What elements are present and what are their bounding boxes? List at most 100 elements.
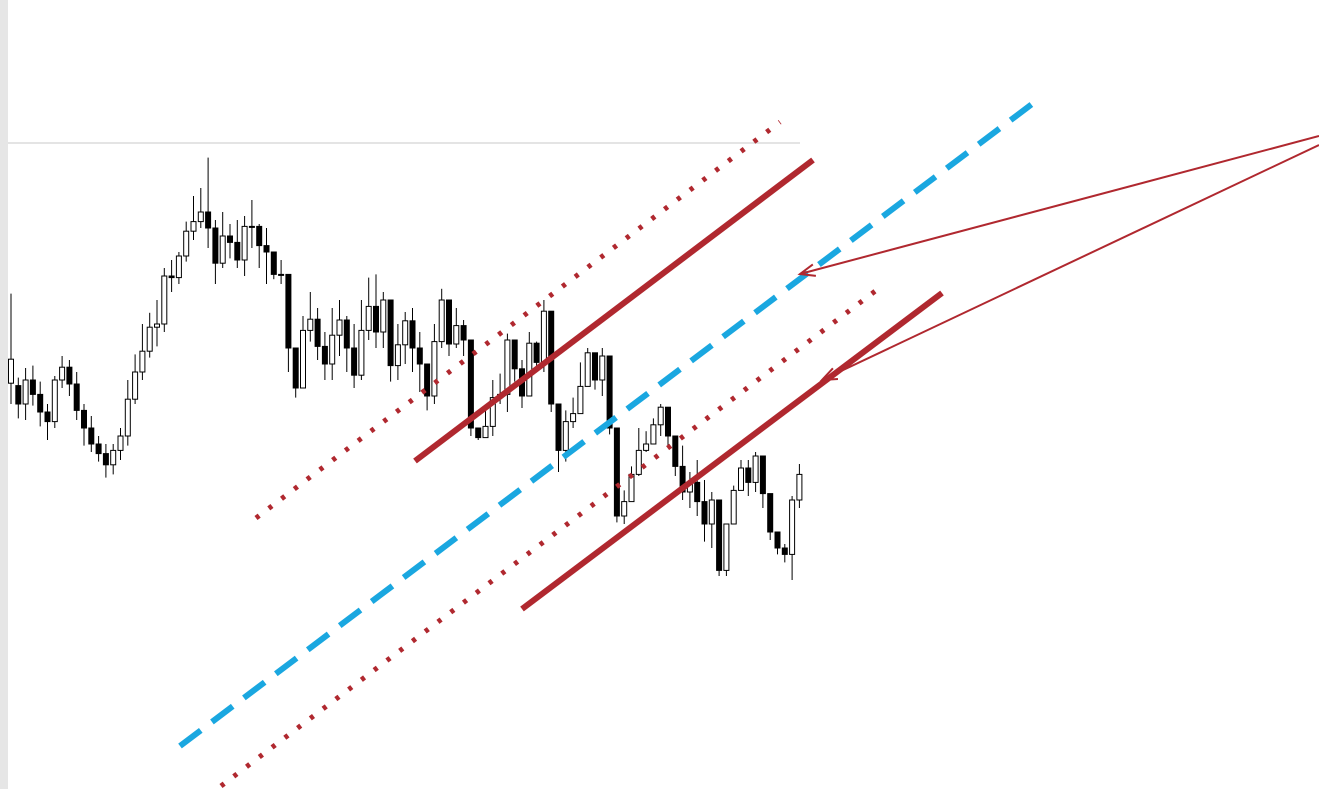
candle-body-down <box>424 363 431 397</box>
candle-body-up <box>132 371 139 400</box>
candle-body-down <box>234 241 241 261</box>
candle-body-down <box>263 245 270 253</box>
candle-body-down <box>767 493 774 533</box>
candle-body-up <box>708 499 715 525</box>
candle-body-up <box>197 211 204 223</box>
candle-body-down <box>29 379 36 395</box>
candle-body-up <box>358 329 365 376</box>
candle-body-down <box>701 501 708 525</box>
candle-body-down <box>88 427 95 445</box>
candle-body-down <box>446 299 452 345</box>
candle-body-down <box>745 467 752 483</box>
candle-body-down <box>351 347 358 376</box>
candle-body-up <box>51 379 58 423</box>
candle-body-up <box>241 225 248 261</box>
candle-body-up <box>584 352 591 387</box>
candle-body-up <box>635 449 642 475</box>
candle-body-down <box>694 481 701 503</box>
left-panel-strip <box>0 0 8 789</box>
candle-body-down <box>592 352 598 381</box>
candle-body-down <box>774 531 781 549</box>
pointer-arrow-lower <box>821 144 1319 381</box>
candle-body-down <box>555 403 562 451</box>
candle-body-up <box>789 499 796 555</box>
candle-body-down <box>102 453 109 466</box>
candle-body-down <box>781 547 788 555</box>
candle-body-up <box>562 421 569 451</box>
candle-body-up <box>402 320 409 346</box>
candle-body-up <box>365 305 372 331</box>
candle-body-down <box>533 342 540 363</box>
candle-body-up <box>489 397 496 427</box>
candle-body-up <box>307 318 314 331</box>
candle-body-down <box>37 393 44 413</box>
candle-body-down <box>227 235 233 243</box>
candle-body-down <box>759 455 766 495</box>
candle-body-down <box>467 339 474 429</box>
candle-body-down <box>15 385 22 405</box>
candle-body-up <box>657 406 664 426</box>
candle-body-up <box>650 424 657 445</box>
candle-body-down <box>73 383 80 411</box>
candle-body-up <box>329 334 336 365</box>
upper-dotted-line <box>254 120 782 520</box>
candle-body-up <box>278 273 285 276</box>
candle-body-up <box>154 323 160 328</box>
candle-body-up <box>336 319 343 336</box>
candle-body-up <box>22 379 29 405</box>
candle-body-down <box>212 227 219 264</box>
candle-body-up <box>8 358 14 384</box>
drawings-layer <box>178 95 1319 788</box>
pointer-arrow-lower-head <box>819 367 839 382</box>
upper-channel-line <box>413 157 815 464</box>
lower-channel-line <box>520 290 944 612</box>
candle-body-down <box>716 499 723 571</box>
candle-body-up <box>110 449 117 466</box>
candle-body-down <box>387 299 394 367</box>
candle-body-down <box>679 465 686 493</box>
candle-body-down <box>205 211 212 229</box>
candle-body-up <box>752 455 759 483</box>
candle-body-up <box>482 425 489 439</box>
candle-body-down <box>168 275 175 279</box>
candle-body-down <box>460 325 467 341</box>
candle-body-down <box>66 366 73 385</box>
candle-body-up <box>643 443 650 451</box>
candle-body-down <box>81 409 87 429</box>
candle-body-down <box>613 427 620 517</box>
candle-body-up <box>431 341 438 397</box>
candle-body-up <box>577 385 584 415</box>
candle-body-down <box>606 355 613 429</box>
candle-body-down <box>416 347 423 365</box>
candle-body-down <box>321 345 328 365</box>
candle-body-down <box>292 347 299 389</box>
candle-body-up <box>621 501 628 517</box>
candle-body-up <box>183 230 190 257</box>
candle-body-up <box>146 326 153 352</box>
pointer-arrow-upper <box>799 135 1319 275</box>
candle-body-up <box>570 413 577 423</box>
candle-body-down <box>409 320 416 349</box>
candle-body-up <box>380 299 387 333</box>
candle-body-up <box>394 344 401 367</box>
candle-body-up <box>599 355 606 381</box>
candle-body-down <box>285 273 292 349</box>
candle-body-up <box>124 398 131 437</box>
candle-body-up <box>139 350 146 373</box>
candle-body-down <box>672 435 679 467</box>
candle-body-up <box>59 366 66 381</box>
candle-body-up <box>730 489 737 525</box>
candles-layer <box>8 157 803 580</box>
candle-body-down <box>256 225 263 247</box>
candle-body-down <box>511 339 518 370</box>
candle-body-down <box>665 406 671 437</box>
candle-body-up <box>723 523 730 571</box>
candle-body-down <box>343 319 350 349</box>
pointer-arrow-upper-head <box>797 263 817 277</box>
candle-body-up <box>453 325 460 345</box>
candle-body-up <box>438 299 445 343</box>
candle-body-up <box>300 329 306 389</box>
candle-body-up <box>738 467 744 491</box>
candle-body-down <box>373 305 379 333</box>
candle-body-up <box>796 473 803 501</box>
